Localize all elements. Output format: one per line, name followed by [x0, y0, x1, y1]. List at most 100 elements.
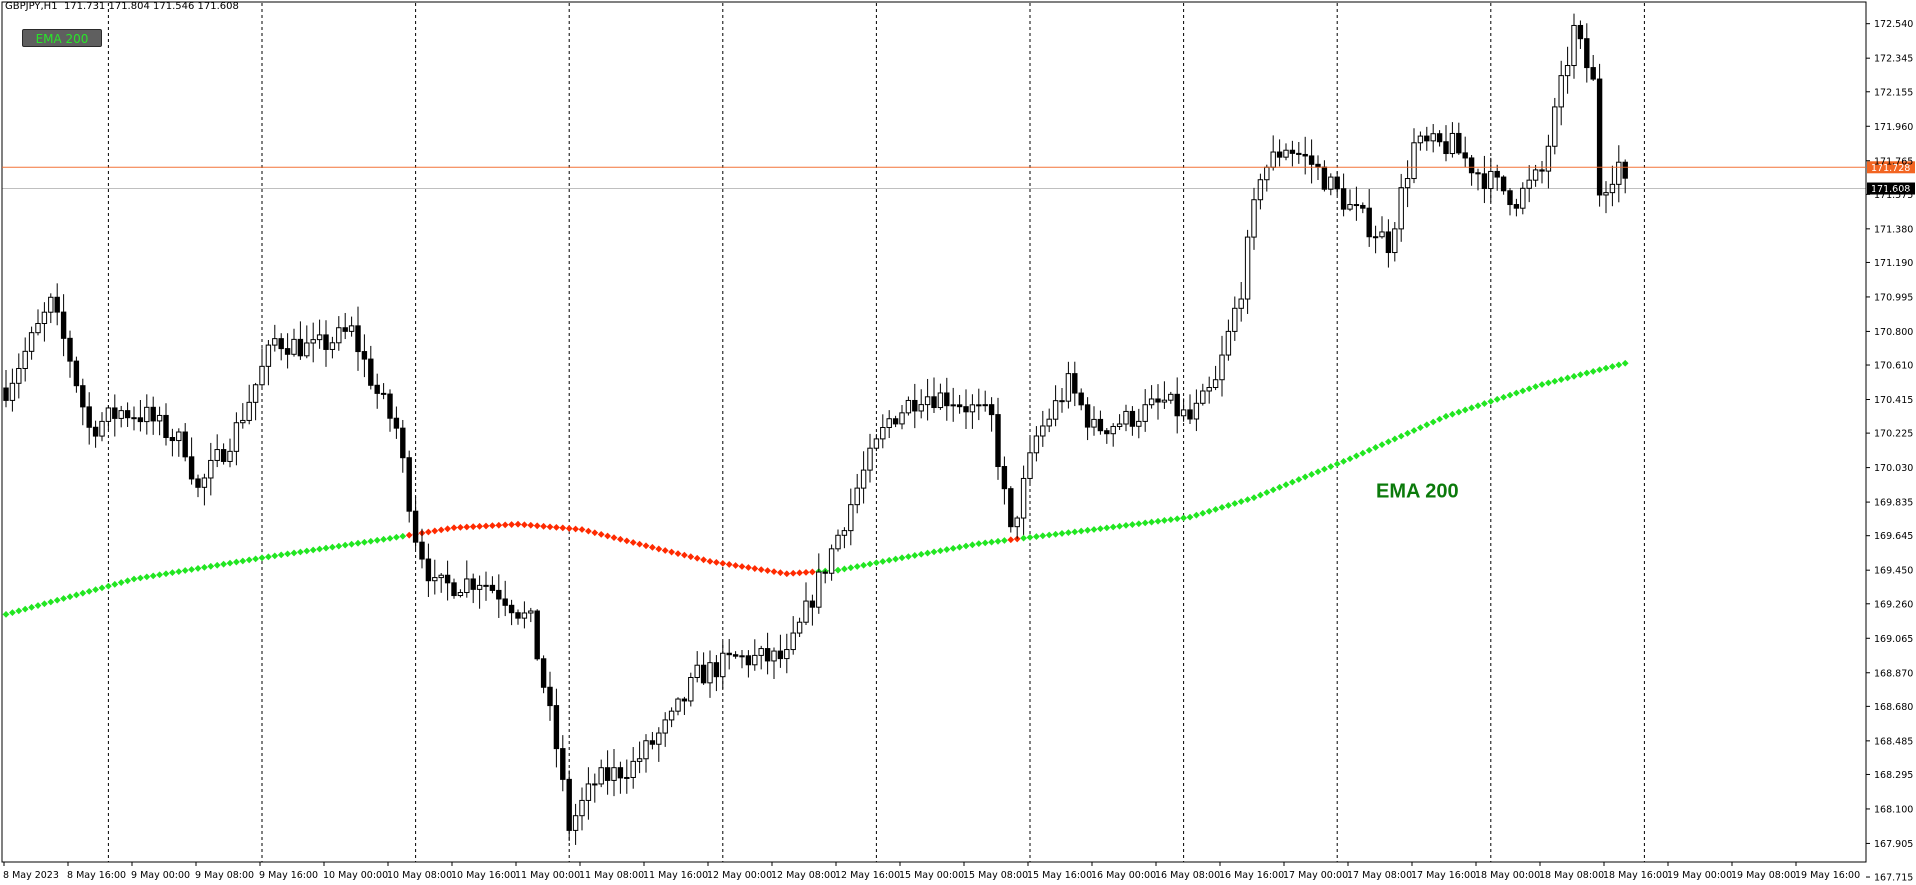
ema-point	[175, 568, 183, 575]
candle-bull	[848, 504, 854, 532]
ema-point	[1333, 460, 1341, 468]
candle-bull	[969, 404, 976, 413]
candle-bull	[252, 384, 259, 403]
candle-bull	[585, 783, 592, 801]
candle-bear	[540, 658, 547, 688]
candle-bear	[1577, 24, 1584, 40]
candle-bull	[316, 334, 323, 341]
candle-bear	[1308, 155, 1315, 165]
x-tick-label: 9 May 16:00	[259, 870, 318, 881]
candle-bear	[809, 600, 816, 608]
ema-point	[1090, 526, 1098, 533]
candle-bear	[1078, 392, 1084, 406]
candle-bull	[1558, 75, 1564, 108]
candle-bull	[1161, 399, 1168, 403]
x-tick-label: 15 May 08:00	[963, 870, 1028, 881]
ema-point	[751, 565, 759, 572]
candle-bull	[918, 404, 924, 412]
ema-point	[444, 525, 451, 533]
candle-bear	[1084, 404, 1091, 428]
time-axis[interactable]: 8 May 2023 8 May 16:00 9 May 00:00 9 May 08…	[3, 862, 1860, 881]
candle-bear	[3, 387, 9, 401]
candle-bull	[41, 311, 48, 324]
ema-point	[700, 556, 707, 564]
ema-indicator-button[interactable]: EMA 200	[22, 29, 102, 47]
candle-bear	[1366, 207, 1372, 238]
ema-point	[1417, 424, 1424, 432]
ema-point	[476, 522, 483, 530]
ema-point	[1423, 421, 1431, 429]
ema-point	[239, 557, 247, 565]
candle-bull	[1116, 423, 1123, 427]
price-axis[interactable]: 172.540 172.345 172.155 171.960 171.765 171.5…	[1866, 19, 1913, 884]
ema-point	[1071, 528, 1079, 536]
candle-bear	[124, 410, 131, 419]
ema-point	[482, 522, 490, 530]
candle-bear	[387, 393, 393, 419]
x-tick-label: 17 May 16:00	[1411, 870, 1476, 881]
candle-bear	[1436, 133, 1443, 143]
ema-point	[1474, 402, 1482, 410]
candle-bull	[1091, 418, 1097, 428]
ema-point	[1436, 415, 1443, 423]
ema-point	[1225, 502, 1232, 509]
ema-point	[1244, 496, 1251, 504]
candle-bear	[1302, 153, 1308, 157]
candle-bear	[60, 311, 67, 339]
candle-bear	[67, 337, 73, 362]
candle-bear	[1008, 488, 1014, 528]
candle-bear	[963, 406, 969, 413]
candle-bear	[560, 748, 566, 780]
candle-bear	[617, 767, 624, 779]
candle-bear	[163, 414, 169, 439]
y-tick-label: 171.575	[1874, 190, 1913, 201]
candle-bull	[1148, 398, 1155, 406]
ema-point	[1199, 509, 1207, 517]
candle-bull	[1328, 176, 1334, 190]
ema-point	[425, 528, 432, 536]
candle-bull	[668, 710, 675, 721]
candle-bull	[784, 649, 790, 660]
ema-point	[1609, 363, 1616, 370]
ema-point	[1340, 457, 1347, 465]
ema-point	[1097, 525, 1104, 533]
ema-point	[1218, 503, 1226, 511]
candle-bear	[944, 392, 950, 407]
candle-bear	[553, 705, 560, 750]
candle-bull	[1564, 65, 1571, 77]
candle-bear	[1385, 231, 1392, 254]
ema-point	[98, 584, 106, 592]
plot-frame	[1, 1, 1867, 863]
candle-bear	[361, 351, 368, 360]
ema-point	[245, 556, 253, 564]
ema-point	[988, 538, 995, 546]
candle-bull	[1027, 452, 1033, 479]
candle-bear	[470, 578, 476, 590]
candle-bull	[624, 776, 630, 779]
ema-point	[585, 527, 592, 535]
candle-bull	[528, 610, 534, 614]
candle-bear	[131, 417, 137, 420]
candle-bear	[892, 418, 899, 425]
ema-point	[508, 521, 515, 528]
ema-point	[802, 568, 810, 576]
candle-bear	[1360, 204, 1366, 209]
candle-bear	[380, 392, 387, 395]
ema-point	[1570, 372, 1578, 380]
y-tick-label: 170.415	[1874, 395, 1913, 406]
ema-point	[457, 523, 464, 531]
ema-point	[629, 539, 637, 546]
candle-bull	[1033, 435, 1040, 454]
ema-point	[1167, 516, 1175, 523]
candle-bear	[566, 778, 572, 831]
ema-point	[117, 579, 125, 586]
candle-bull	[1251, 199, 1257, 238]
candles	[3, 13, 1628, 845]
x-tick-label: 11 May 00:00	[515, 870, 580, 881]
ema-point	[969, 541, 976, 549]
candle-bull	[1520, 187, 1526, 209]
x-tick-label: 12 May 08:00	[771, 870, 836, 881]
candle-bear	[188, 456, 195, 480]
ema-point	[1410, 427, 1418, 434]
